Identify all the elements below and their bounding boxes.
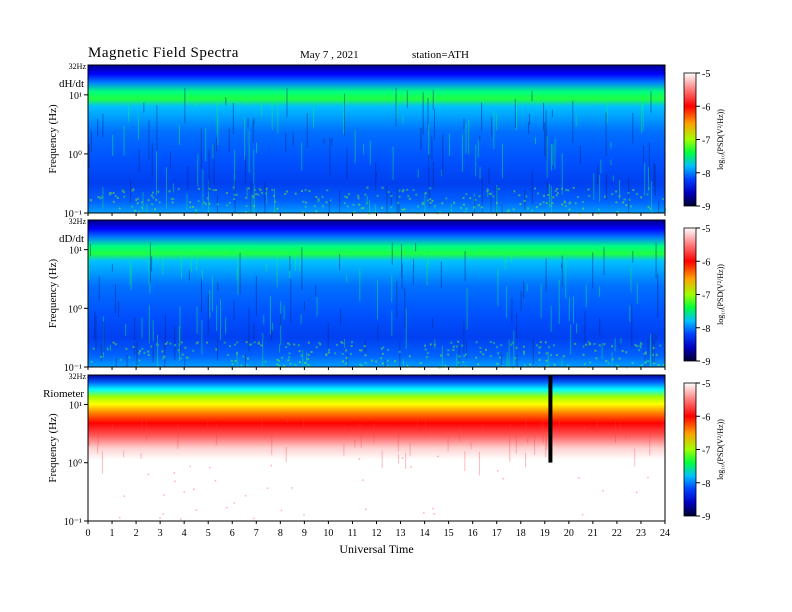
y-tick-label: 10¹ bbox=[69, 91, 82, 102]
x-tick-label: 10 bbox=[323, 528, 333, 539]
y-tick-label: 10⁰ bbox=[68, 304, 82, 315]
x-tick-label: 8 bbox=[278, 528, 283, 539]
y-tick-label: 10¹ bbox=[69, 246, 82, 257]
colorbar-tick-label: -8 bbox=[702, 169, 710, 180]
colorbar-tick-label: -9 bbox=[702, 512, 710, 523]
panel-label: dD/dt bbox=[59, 233, 84, 245]
x-tick-label: 13 bbox=[396, 528, 406, 539]
colorbar-label: log₁₀(PSD(V²/Hz)) bbox=[716, 109, 725, 170]
spectrogram-panel-2: 10⁻¹ 10⁰ 10¹ 32Hz dD/dt Frequency (Hz) -5 -6 -7 -… bbox=[47, 217, 725, 374]
colorbar-tick-label: -6 bbox=[702, 257, 710, 268]
x-tick-label: 1 bbox=[110, 528, 115, 539]
x-tick-label: 22 bbox=[612, 528, 622, 539]
y-tick-label: 10⁰ bbox=[68, 459, 82, 470]
data-gap-marker bbox=[548, 375, 553, 463]
chart-title: Magnetic Field Spectra bbox=[88, 45, 239, 61]
x-tick-label: 18 bbox=[516, 528, 526, 539]
y-tick-label: 10⁰ bbox=[68, 150, 82, 161]
spectrogram-panel-1: 10⁻¹ 10⁰ 10¹ 32Hz dH/dt Frequency (Hz) -5 -6 -7 -… bbox=[47, 62, 725, 220]
panel-label: dH/dt bbox=[59, 78, 84, 90]
colorbar bbox=[683, 227, 697, 362]
colorbar-tick-label: -9 bbox=[702, 357, 710, 368]
chart-date: May 7 , 2021 bbox=[300, 49, 359, 61]
heatmap-body bbox=[88, 220, 665, 367]
x-tick-label: 24 bbox=[660, 528, 670, 539]
x-tick-label: 11 bbox=[348, 528, 358, 539]
colorbar-tick-label: -6 bbox=[702, 412, 710, 423]
y-axis-label: Frequency (Hz) bbox=[47, 413, 59, 483]
colorbar-tick-label: -6 bbox=[702, 102, 710, 113]
y-tick-label: 10⁻¹ bbox=[64, 517, 82, 528]
heatmap-texture bbox=[87, 242, 665, 369]
colorbar-tick-label: -5 bbox=[702, 69, 710, 80]
x-tick-label: 7 bbox=[254, 528, 259, 539]
colorbar-tick-label: -8 bbox=[702, 324, 710, 335]
x-tick-label: 16 bbox=[468, 528, 478, 539]
y-axis-label: Frequency (Hz) bbox=[47, 259, 59, 329]
heatmap-texture bbox=[88, 413, 664, 520]
heatmap-body bbox=[88, 65, 665, 213]
x-tick-label: 21 bbox=[588, 528, 598, 539]
x-tick-label: 15 bbox=[444, 528, 454, 539]
x-tick-label: 12 bbox=[372, 528, 382, 539]
x-tick-label: 3 bbox=[158, 528, 163, 539]
x-tick-label: 23 bbox=[636, 528, 646, 539]
y-tick-label: 10¹ bbox=[69, 400, 82, 411]
top-frequency-label: 32Hz bbox=[69, 62, 87, 71]
colorbar-tick-label: -7 bbox=[702, 446, 710, 457]
x-tick-label: 20 bbox=[564, 528, 574, 539]
y-tick-label: 10⁻¹ bbox=[64, 209, 82, 220]
station-label: station=ATH bbox=[412, 49, 469, 61]
colorbar-tick-label: -5 bbox=[702, 224, 710, 235]
colorbar bbox=[683, 72, 697, 207]
x-tick-label: 4 bbox=[182, 528, 187, 539]
colorbar bbox=[683, 382, 697, 517]
colorbar-tick-label: -5 bbox=[702, 379, 710, 390]
x-tick-label: 9 bbox=[302, 528, 307, 539]
x-axis-label: Universal Time bbox=[339, 542, 413, 556]
x-tick-label: 6 bbox=[230, 528, 235, 539]
panel-label: Riometer bbox=[43, 388, 84, 400]
top-frequency-label: 32Hz bbox=[69, 372, 87, 381]
colorbar-tick-label: -7 bbox=[702, 136, 710, 147]
y-axis-label: Frequency (Hz) bbox=[47, 104, 59, 174]
top-frequency-label: 32Hz bbox=[69, 217, 87, 226]
x-tick-label: 19 bbox=[540, 528, 550, 539]
x-tick-label: 2 bbox=[134, 528, 139, 539]
colorbar-tick-label: -7 bbox=[702, 291, 710, 302]
heatmap-body bbox=[88, 375, 665, 521]
x-tick-label: 14 bbox=[420, 528, 430, 539]
y-tick-label: 10⁻¹ bbox=[64, 363, 82, 374]
colorbar-label: log₁₀(PSD(V²/Hz)) bbox=[716, 264, 725, 325]
x-tick-label: 0 bbox=[86, 528, 91, 539]
x-tick-label: 5 bbox=[206, 528, 211, 539]
colorbar-tick-label: -9 bbox=[702, 202, 710, 213]
colorbar-tick-label: -8 bbox=[702, 479, 710, 490]
heatmap-texture bbox=[88, 87, 667, 215]
colorbar-label: log₁₀(PSD(V²/Hz)) bbox=[716, 419, 725, 480]
x-tick-label: 17 bbox=[492, 528, 502, 539]
